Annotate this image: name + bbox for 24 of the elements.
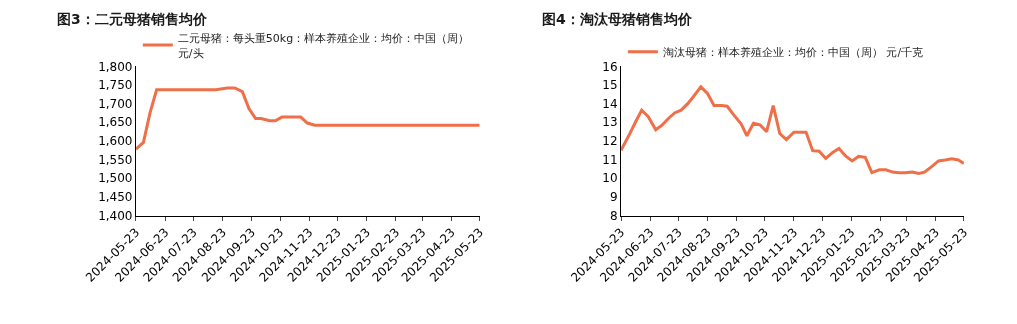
- y-tick-label: 8: [609, 208, 618, 223]
- y-tick-label: 1,650: [98, 115, 133, 130]
- y-tick-label: 12: [602, 134, 618, 149]
- y-tick-label: 11: [602, 152, 618, 167]
- y-tick-label: 16: [602, 59, 618, 74]
- y-tick-label: 1,600: [98, 134, 133, 149]
- y-tick-label: 14: [602, 96, 618, 111]
- y-tick-label: 1,750: [98, 78, 133, 93]
- y-tick-label: 9: [609, 190, 618, 205]
- y-tick-label: 1,500: [98, 171, 133, 186]
- y-tick-label: 1,800: [98, 59, 133, 74]
- legend-label: 淘汰母猪：样本养殖企业：均价：中国（周） 元/千克: [662, 46, 924, 60]
- legend-label: 二元母猪：每头重50kg：样本养殖企业：均价：中国（周）元/头: [177, 32, 470, 60]
- y-tick-label: 15: [602, 78, 618, 93]
- y-tick-label: 1,450: [98, 190, 133, 205]
- y-tick-label: 1,550: [98, 152, 133, 167]
- line-series: [135, 86, 480, 151]
- chart-title: 图4：淘汰母猪销售均价: [542, 11, 693, 27]
- y-tick-label: 10: [602, 171, 618, 186]
- line-series: [621, 85, 964, 175]
- chart-title: 图3：二元母猪销售均价: [57, 11, 208, 27]
- y-tick-label: 13: [602, 115, 618, 130]
- y-tick-label: 1,700: [98, 96, 133, 111]
- y-tick-label: 1,400: [98, 208, 133, 223]
